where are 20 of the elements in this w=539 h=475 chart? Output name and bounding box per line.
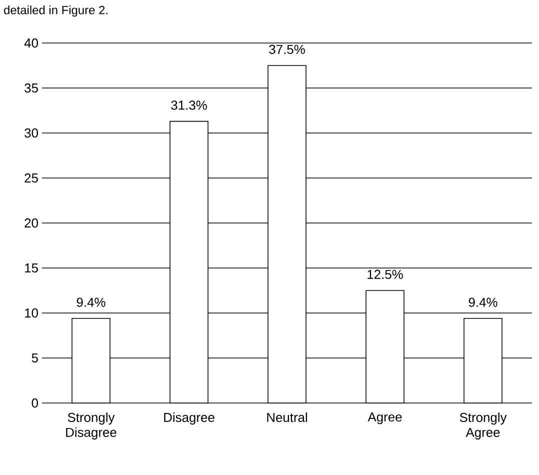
y-tick-label: 40	[24, 38, 38, 48]
y-tick-label: 15	[25, 263, 38, 273]
x-tick-label: Neutral	[267, 412, 308, 422]
text: detailed in Figure 2.	[4, 6, 108, 17]
data-label: 12.5%	[368, 270, 403, 279]
y-tick-label: 25	[24, 173, 38, 183]
y-tick-label: 5	[32, 353, 38, 363]
y-tick-label: 20	[24, 218, 38, 228]
y-tick-label: 0	[32, 398, 38, 408]
data-label: 9.4%	[468, 298, 498, 307]
data-label: 37.5%	[269, 44, 305, 54]
data-label: 31.3%	[171, 100, 207, 110]
x-tick-label: Agree	[368, 412, 402, 424]
y-tick-label: 10	[25, 308, 38, 318]
y-tick-label: 35	[24, 83, 38, 93]
x-tick-label: Strongly Disagree	[66, 412, 116, 440]
x-tick-label: Disagree	[164, 412, 214, 425]
y-tick-label: 30	[24, 128, 38, 138]
data-label: 9.4%	[76, 298, 106, 307]
x-tick-label: Strongly Agree	[460, 412, 507, 440]
